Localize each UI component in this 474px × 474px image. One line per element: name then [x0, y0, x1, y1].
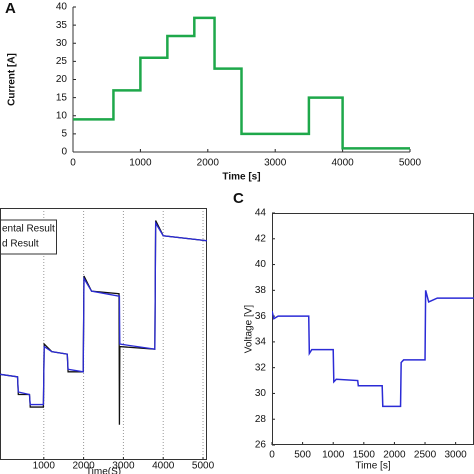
y-tick-label: 40 — [56, 2, 68, 13]
x-tick-label: 3000 — [445, 450, 468, 461]
y-tick-label: 30 — [56, 38, 68, 49]
y-tick-label: 15 — [56, 92, 68, 103]
x-axis-label: Time(S) — [86, 467, 121, 474]
series-line — [272, 290, 474, 408]
plot-frame — [0, 208, 207, 460]
y-tick-label: 26 — [255, 440, 267, 451]
y-tick-label: 40 — [255, 259, 267, 270]
y-axis-label: Current [A] — [7, 53, 18, 106]
y-tick-label: 44 — [255, 208, 267, 219]
x-tick-label: 3000 — [264, 158, 287, 169]
legend-label: d Result — [2, 239, 39, 250]
y-tick-label: 28 — [255, 414, 267, 425]
x-tick-label: 5000 — [192, 461, 215, 472]
x-tick-label: 500 — [294, 450, 311, 461]
legend-box — [0, 219, 57, 255]
y-tick-label: 36 — [255, 311, 267, 322]
panel-label: A — [5, 0, 16, 17]
x-axis-label: Time [s] — [355, 461, 390, 472]
y-tick-label: 30 — [255, 388, 267, 399]
y-tick-label: 32 — [255, 362, 267, 373]
y-tick-label: 0 — [61, 147, 67, 158]
x-tick-label: 2000 — [72, 461, 95, 472]
y-tick-label: 35 — [56, 20, 68, 31]
x-tick-label: 3000 — [112, 461, 135, 472]
y-tick-label: 42 — [255, 233, 267, 244]
y-tick-label: 34 — [255, 337, 267, 348]
x-tick-label: 2000 — [197, 158, 220, 169]
plot-frame — [272, 213, 474, 445]
y-tick-label: 5 — [61, 129, 67, 140]
series-line — [0, 220, 207, 406]
x-axis-label: Time [s] — [222, 172, 260, 183]
x-tick-label: 1000 — [33, 461, 56, 472]
y-tick-label: 20 — [56, 74, 68, 85]
x-tick-label: 4000 — [152, 461, 175, 472]
y-axis-label: Voltage [V] — [244, 305, 255, 354]
panel-label: C — [233, 190, 244, 207]
x-tick-label: 0 — [269, 450, 275, 461]
legend-label: ental Result — [2, 224, 55, 235]
x-tick-label: 1000 — [129, 158, 152, 169]
x-tick-label: 1000 — [322, 450, 345, 461]
y-tick-label: 38 — [255, 285, 267, 296]
x-tick-label: 2500 — [414, 450, 437, 461]
x-tick-label: 4000 — [331, 158, 354, 169]
y-tick-label: 10 — [56, 110, 68, 121]
y-tick-label: 25 — [56, 56, 68, 67]
x-tick-label: 2000 — [383, 450, 406, 461]
x-tick-label: 1500 — [353, 450, 376, 461]
series-line — [73, 16, 410, 150]
x-tick-label: 0 — [70, 158, 76, 169]
x-tick-label: 5000 — [399, 158, 422, 169]
